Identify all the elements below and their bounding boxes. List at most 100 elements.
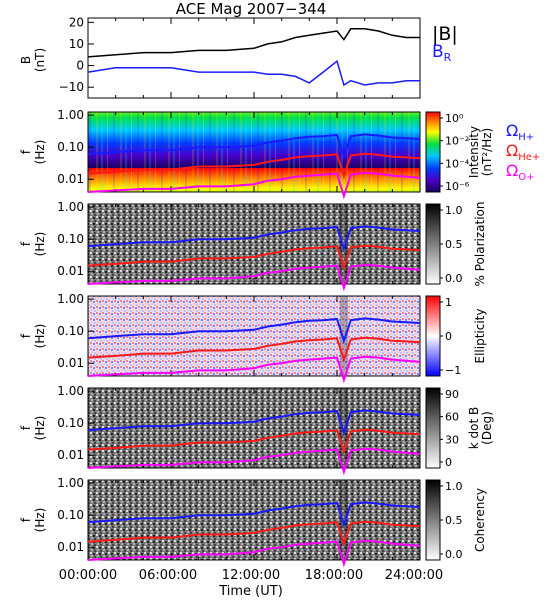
y-tick-label: 0.10	[57, 324, 84, 338]
y-tick-label: 20	[69, 15, 84, 29]
gyrofrequency-o-plus	[87, 447, 421, 476]
colorbar-tick-label: 60	[445, 411, 459, 424]
colorbar-tick-label: 0.5	[445, 514, 463, 527]
y-axis-label: f	[19, 241, 33, 246]
x-tick-label: 06:00:00	[139, 568, 197, 583]
gyrofrequency-h-plus	[87, 501, 421, 529]
y-tick-label: 1.00	[57, 476, 84, 490]
event-band	[339, 388, 349, 468]
y-axis-label: f	[19, 425, 33, 430]
colorbar-tick-label: 10⁻⁴	[445, 157, 470, 170]
y-tick-label: −10	[59, 80, 84, 94]
y-tick-label: 0.10	[57, 416, 84, 430]
y-tick-label: 1.00	[57, 200, 84, 214]
y-axis-label: f	[19, 149, 33, 154]
y-axis-unit: (Hz)	[33, 416, 47, 441]
y-tick-label: 0.10	[57, 232, 84, 246]
gyrofrequency-he-plus	[87, 520, 421, 547]
polarization-spectrogram	[87, 203, 421, 285]
colorbar-label: k dot B	[467, 407, 481, 449]
colorbar	[425, 203, 441, 285]
time-axis: 00:00:00 06:00:00 12:00:00 18:00:00 24:0…	[59, 568, 443, 599]
y-tick-label: 0	[76, 59, 84, 73]
legend-btotal: |B|	[432, 23, 458, 45]
y-tick-label: 0.01	[57, 356, 84, 370]
y-tick-label: 0.10	[57, 508, 84, 522]
y-axis-unit: (Hz)	[33, 508, 47, 533]
y-tick-label: 1.00	[57, 292, 84, 306]
y-tick-label: 0.01	[57, 264, 84, 278]
legend-h-plus: ΩH+	[506, 121, 534, 143]
colorbar-tick-label: 1.0	[445, 204, 463, 217]
polarization-panel: 1.00 0.10 0.01 f (Hz) 1.0 0.5 0.0 % Polarization	[19, 200, 487, 292]
colorbar	[425, 111, 441, 193]
intensity-panel: 1.00 0.10 0.01 f (Hz) 10⁰ 10⁻² 10⁻⁴ 10⁻⁶ Intensit…	[19, 108, 540, 200]
x-tick-label: 00:00:00	[59, 568, 117, 583]
y-tick-label: 0.01	[57, 540, 84, 554]
colorbar-tick-label: −1	[445, 364, 461, 377]
colorbar-tick-label: 1.0	[445, 480, 463, 493]
colorbar-tick-label: 0	[445, 456, 452, 469]
ellipticity-spectrogram	[87, 295, 421, 377]
colorbar-label: Coherency	[473, 488, 487, 552]
gyrofrequency-o-plus	[87, 539, 421, 568]
gyrofrequency-h-plus	[87, 317, 421, 345]
x-tick-label: 24:00:00	[385, 568, 443, 583]
colorbar	[425, 479, 441, 561]
ellipticity-panel: 1.00 0.10 0.01 f (Hz) 1 0 −1 Ellipticity	[19, 292, 487, 384]
x-tick-label: 18:00:00	[305, 568, 363, 583]
gyrofrequency-he-plus	[87, 336, 421, 363]
colorbar-label: Intensity	[467, 126, 481, 178]
gyrofrequency-h-plus	[87, 225, 421, 253]
y-tick-label: 0.01	[57, 172, 84, 186]
coherency-spectrogram	[87, 479, 421, 561]
colorbar-tick-label: 1	[445, 296, 452, 309]
gyrofrequency-o-plus	[87, 263, 421, 292]
colorbar-tick-label: 0.0	[445, 272, 463, 285]
y-axis-unit: (nT)	[33, 48, 47, 72]
x-tick-label: 12:00:00	[222, 568, 280, 583]
legend-br: BR	[432, 42, 452, 64]
colorbar-tick-label: 0	[445, 330, 452, 343]
y-tick-label: 1.00	[57, 108, 84, 122]
x-axis-label: Time (UT)	[218, 584, 283, 599]
y-tick-label: 1.00	[57, 384, 84, 398]
colorbar-tick-label: 10⁰	[445, 112, 464, 125]
gyrofrequency-o-plus	[87, 355, 421, 384]
y-axis-unit: (Hz)	[33, 324, 47, 349]
y-axis-label: B	[19, 56, 33, 64]
legend-o-plus: ΩO+	[506, 161, 534, 183]
colorbar-tick-label: 0.5	[445, 238, 463, 251]
event-band	[339, 480, 349, 560]
y-tick-label: 0.10	[57, 140, 84, 154]
gyrofrequency-he-plus	[87, 244, 421, 271]
series-line-br	[87, 59, 420, 87]
coherency-panel: 1.00 0.10 0.01 f (Hz) 1.0 0.5 0.0 Coherency	[19, 476, 487, 568]
magnetic-field-panel: 20 10 0 −10 B (nT) |B|BR	[19, 15, 458, 99]
y-tick-label: 0.01	[57, 448, 84, 462]
y-axis-label: f	[19, 517, 33, 522]
event-band	[339, 204, 349, 284]
legend-he-plus: ΩHe+	[506, 141, 540, 163]
y-axis-label: f	[19, 333, 33, 338]
colorbar-label: Ellipticity	[473, 309, 487, 364]
chart-title: ACE Mag 2007−344	[176, 0, 327, 18]
series-line-btotal	[87, 28, 420, 58]
colorbar	[425, 387, 441, 469]
gyrofrequency-he-plus	[87, 152, 421, 179]
colorbar-label: % Polarization	[473, 202, 487, 287]
gyrofrequency-he-plus	[87, 428, 421, 455]
k-dot-b-spectrogram	[87, 387, 421, 469]
intensity-spectrogram	[87, 111, 421, 193]
colorbar-unit: (nT²/Hz)	[480, 128, 494, 176]
gyrofrequency-o-plus	[87, 171, 421, 200]
colorbar-tick-label: 90	[445, 388, 459, 401]
colorbar-tick-label: 10⁻²	[445, 135, 469, 148]
gyrofrequency-h-plus	[87, 409, 421, 437]
colorbar-tick-label: 30	[445, 433, 459, 446]
colorbar-unit: (Deg)	[480, 411, 494, 445]
event-band	[339, 296, 349, 376]
gyrofrequency-h-plus	[87, 133, 421, 161]
y-tick-label: 10	[69, 37, 84, 51]
